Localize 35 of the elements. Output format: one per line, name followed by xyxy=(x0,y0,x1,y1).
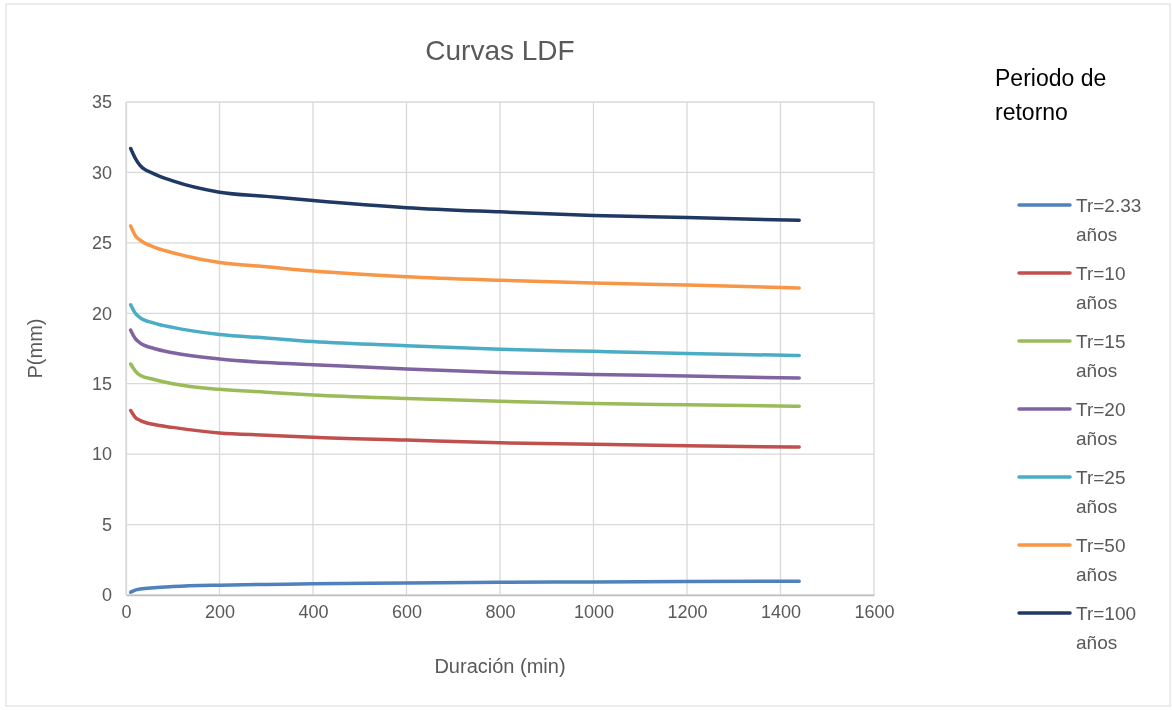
y-tick-label: 5 xyxy=(101,514,112,535)
legend-label: Tr=25 años xyxy=(1076,467,1126,517)
x-tick-label: 200 xyxy=(204,601,236,622)
legend-label: Tr=20 años xyxy=(1076,399,1126,449)
y-tick-label: 20 xyxy=(91,303,112,324)
y-tick-label: 30 xyxy=(91,162,112,183)
x-tick-label: 600 xyxy=(391,601,423,622)
x-tick-label: 400 xyxy=(298,601,329,622)
legend-label: Tr=15 años xyxy=(1076,331,1126,381)
y-tick-label: 35 xyxy=(91,92,112,113)
y-tick-label: 25 xyxy=(91,233,112,254)
line-series xyxy=(128,303,801,358)
x-tick-label: 1600 xyxy=(854,601,895,622)
x-tick-label: 1000 xyxy=(573,601,615,622)
y-tick-label: 0 xyxy=(101,585,112,606)
y-axis-title: P(mm) xyxy=(24,318,46,379)
x-axis-title: Duración (min) xyxy=(434,655,566,677)
y-tick-label: 15 xyxy=(91,373,112,394)
line-series xyxy=(128,328,801,380)
x-tick-label: 1200 xyxy=(667,601,708,622)
x-tick-label: 1400 xyxy=(760,601,802,622)
x-tick-label: 0 xyxy=(121,601,132,622)
y-tick-label: 10 xyxy=(91,444,112,465)
legend-label: Tr=50 años xyxy=(1076,535,1126,585)
legend-label: Tr=100 años xyxy=(1076,603,1137,653)
chart-title: Curvas LDF xyxy=(425,35,575,66)
legend-label: Tr=10 años xyxy=(1076,263,1126,313)
legend-title: Periodo de retorno xyxy=(995,65,1107,125)
line-series xyxy=(128,146,801,223)
legend-label: Tr=2.33 años xyxy=(1076,195,1142,245)
line-series xyxy=(128,579,801,594)
x-tick-label: 800 xyxy=(485,601,516,622)
line-series xyxy=(128,408,801,449)
line-series xyxy=(128,362,801,408)
line-series xyxy=(128,224,801,290)
